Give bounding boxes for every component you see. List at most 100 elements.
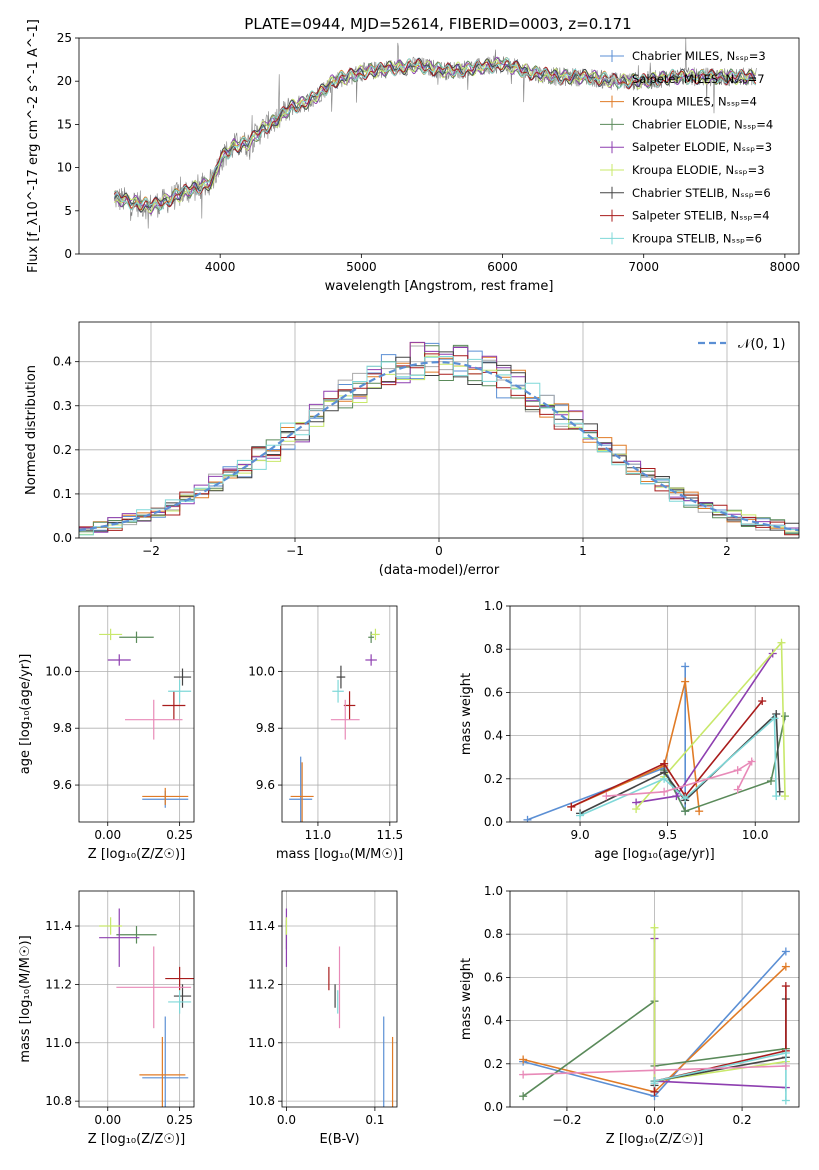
errorbar-point: [332, 679, 344, 703]
legend-label: Chabrier STELIB, Nₛₛₚ=6: [632, 186, 771, 200]
x-tick-label: −0.2: [552, 1113, 581, 1127]
x-axis-label: age [log₁₀(age/yr)]: [594, 847, 715, 862]
y-tick-label: 20: [57, 74, 72, 88]
errorbar-point: [119, 631, 154, 643]
gaussian-curve: [79, 360, 799, 532]
x-axis-label: (data-model)/error: [379, 563, 500, 578]
plot-area-age_vs_mass: [289, 628, 380, 822]
y-tick-label: 9.6: [256, 778, 275, 792]
residual-histogram: [79, 353, 799, 536]
y-tick-label: 0.6: [484, 685, 503, 699]
plot-area-residuals: [79, 341, 799, 536]
y-tick-label: 0.4: [484, 729, 503, 743]
y-tick-label: 25: [57, 31, 72, 45]
plot-area-spectrum: [113, 38, 757, 229]
y-tick-label: 0: [64, 247, 72, 261]
y-tick-label: 11.4: [45, 919, 72, 933]
plot-area-mass_vs_Z: [99, 908, 194, 1107]
spectrum-legend: Chabrier MILES, Nₛₛₚ=3 Salpeter MILES, Nₛ…: [600, 49, 773, 245]
y-tick-label: 0.4: [484, 1014, 503, 1028]
y-tick-label: 0.0: [484, 815, 503, 829]
legend-label: Chabrier MILES, Nₛₛₚ=3: [632, 49, 766, 63]
errorbar-point: [99, 628, 123, 641]
y-tick-label: 15: [57, 117, 72, 131]
y-tick-label: 5: [64, 204, 72, 218]
y-tick-label: 9.6: [53, 778, 72, 792]
y-tick-label: 0.1: [53, 487, 72, 501]
y-tick-label: 0.3: [53, 399, 72, 413]
errorbar-point: [116, 946, 192, 1029]
x-tick-label: 9.5: [658, 828, 677, 842]
mass-weight-line: [570, 700, 763, 808]
errorbar-point: [330, 699, 360, 740]
errorbar-point: [99, 917, 123, 935]
errorbar-point: [142, 1016, 189, 1107]
panel-spectrum: 4000 5000 6000 7000 8000 0 5 10 15 20 25 wavelength…: [26, 19, 800, 294]
legend-label: Kroupa STELIB, Nₛₛₚ=6: [632, 231, 762, 245]
y-tick-label: 10.0: [45, 664, 72, 678]
y-tick-label: 10.0: [248, 664, 275, 678]
x-axis-label: Z [log₁₀(Z/Z☉)]: [88, 847, 185, 862]
errorbar-point: [371, 628, 380, 641]
errorbar-point: [168, 679, 192, 703]
panel-mass_vs_Z: 0.00 0.25 10.8 11.0 11.2 11.4 Z [log₁₀(Z/Z☉)] m…: [18, 890, 195, 1147]
errorbar-point: [142, 787, 189, 805]
x-tick-label: 0.00: [94, 1113, 121, 1127]
plot-area-mass_vs_EBV: [285, 908, 394, 1107]
x-tick-label: 7000: [628, 260, 659, 274]
x-tick-label: 4000: [205, 260, 236, 274]
x-axis-label: Z [log₁₀(Z/Z☉)]: [88, 1132, 185, 1147]
x-tick-label: 11.0: [305, 828, 332, 842]
x-tick-label: 0.2: [733, 1113, 752, 1127]
axes-frame: [281, 890, 398, 1108]
spectrum-model-line: [114, 56, 756, 215]
y-tick-label: 0.0: [53, 531, 72, 545]
panel-residuals: −2 −1 0 1 2 0.0 0.1 0.2 0.3 0.4 (data-model)/error…: [24, 321, 800, 578]
axes-frame: [78, 321, 800, 539]
spectrum-model-line: [113, 57, 756, 211]
x-tick-label: 0.00: [94, 828, 121, 842]
x-tick-label: −2: [142, 544, 160, 558]
y-tick-label: 9.8: [256, 721, 275, 735]
axes-frame: [509, 890, 800, 1108]
residual-histogram: [79, 356, 799, 536]
y-tick-label: 11.0: [45, 1036, 72, 1050]
plot-area-massweight_vs_Z: [519, 923, 790, 1105]
y-tick-label: 0.0: [484, 1100, 503, 1114]
errorbar-point: [173, 668, 192, 686]
x-tick-label: 9.0: [571, 828, 590, 842]
errorbar-point: [168, 990, 192, 1014]
y-tick-label: 0.2: [484, 772, 503, 786]
errorbar-point: [336, 665, 346, 689]
y-tick-label: 0.8: [484, 642, 503, 656]
legend-label: Salpeter ELODIE, Nₛₛₚ=3: [632, 140, 772, 154]
x-tick-label: 0.25: [166, 828, 193, 842]
y-tick-label: 0.2: [484, 1057, 503, 1071]
x-axis-label: Z [log₁₀(Z/Z☉)]: [606, 1132, 703, 1147]
mass-weight-line: [653, 986, 787, 1092]
mass-weight-line: [570, 681, 700, 812]
errorbar-point: [107, 654, 131, 666]
errorbar-point: [368, 631, 374, 643]
errorbar-point: [139, 1036, 186, 1107]
errorbar-point: [162, 691, 186, 720]
y-axis-label: Normed distribution: [24, 365, 39, 495]
x-axis-label: wavelength [Angstrom, rest frame]: [325, 279, 554, 294]
y-tick-label: 10.8: [45, 1094, 72, 1108]
axes-frame: [509, 605, 800, 823]
x-axis-label: mass [log₁₀(M/M☉)]: [276, 847, 403, 862]
y-tick-label: 0.6: [484, 970, 503, 984]
y-axis-label: Flux [f_λ10^-17 erg cm^-2 s^-1 A^-1]: [26, 19, 41, 273]
y-tick-label: 0.4: [53, 355, 72, 369]
errorbar-point: [289, 756, 313, 822]
errorbar-point: [99, 908, 140, 967]
panel-age_vs_mass: 11.0 11.5 9.6 9.8 10.0 mass [log₁₀(M/M☉)]: [248, 605, 403, 862]
errorbar-point: [365, 654, 377, 666]
x-tick-label: −1: [286, 544, 304, 558]
errorbar-point: [165, 966, 194, 991]
x-tick-label: 11.5: [376, 828, 403, 842]
x-tick-label: 1: [579, 544, 587, 558]
x-tick-label: 5000: [346, 260, 377, 274]
errorbar-point: [125, 699, 183, 740]
